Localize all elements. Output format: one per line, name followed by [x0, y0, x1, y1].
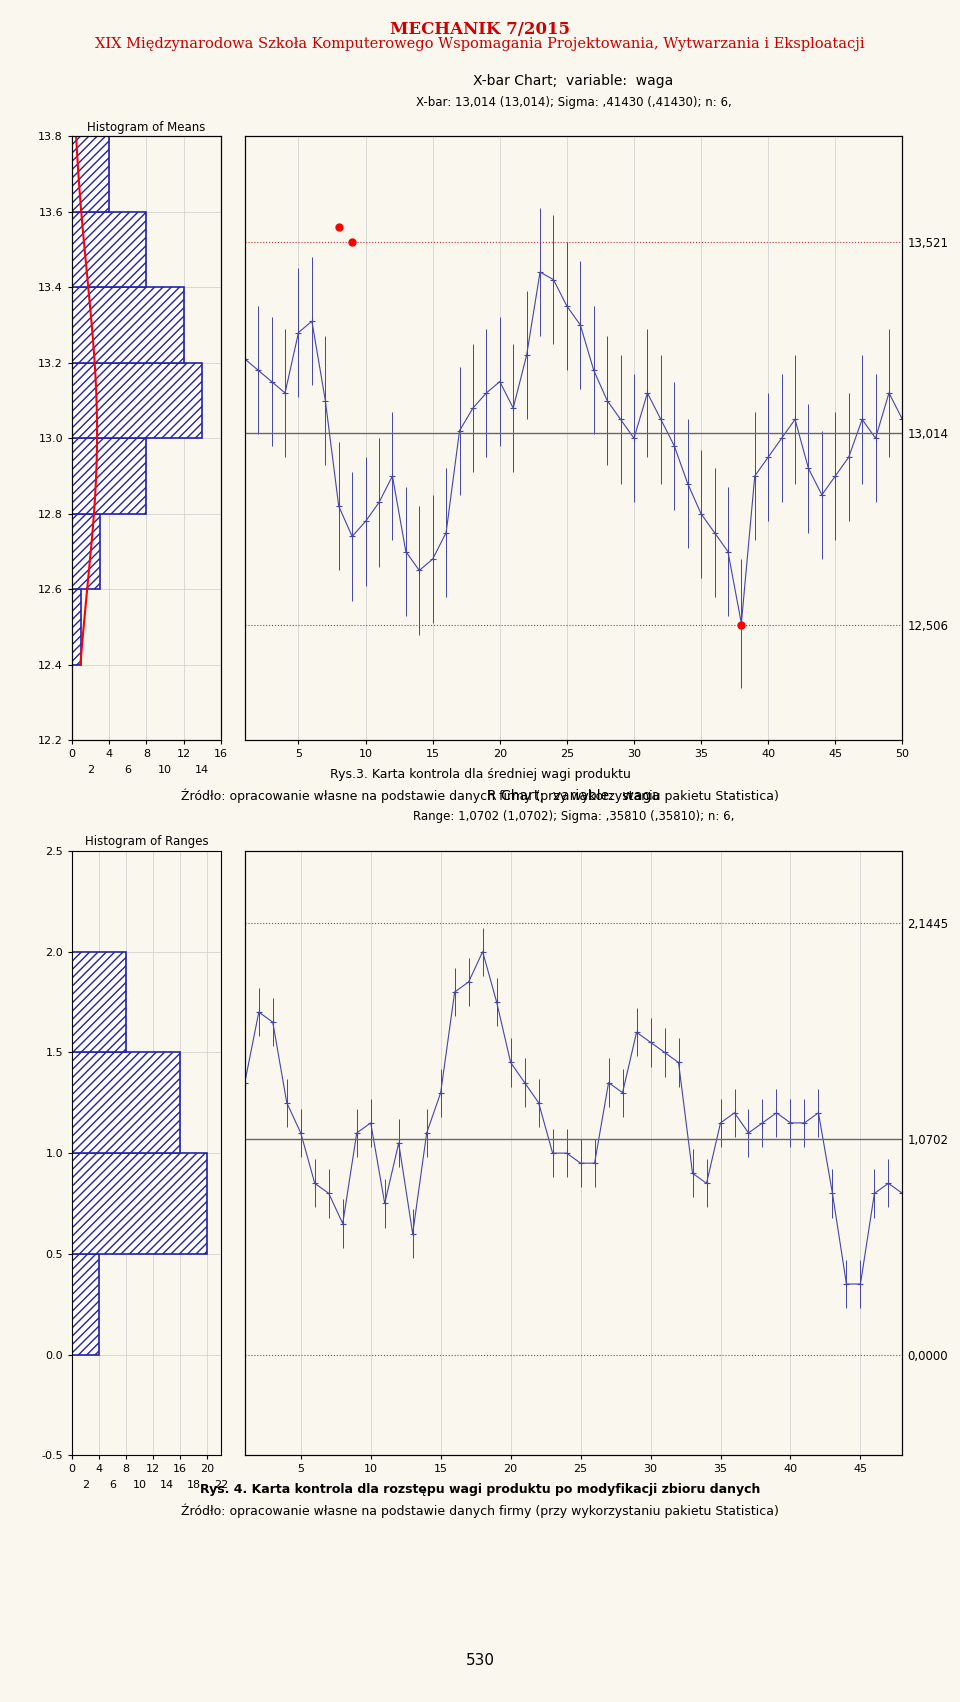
- Bar: [72, 1052, 180, 1154]
- Bar: [72, 288, 183, 363]
- Bar: [72, 439, 146, 514]
- Bar: [72, 1154, 207, 1254]
- Title: Histogram of Ranges: Histogram of Ranges: [84, 836, 208, 848]
- Bar: [72, 211, 146, 288]
- Text: Rys. 4. Karta kontrola dla rozstępu wagi produktu po modyfikacji zbioru danych: Rys. 4. Karta kontrola dla rozstępu wagi…: [200, 1482, 760, 1496]
- Bar: [72, 136, 109, 211]
- Text: 10: 10: [132, 1481, 147, 1491]
- Text: 2: 2: [82, 1481, 89, 1491]
- Text: X-bar: 13,014 (13,014); Sigma: ,41430 (,41430); n: 6,: X-bar: 13,014 (13,014); Sigma: ,41430 (,…: [416, 95, 732, 109]
- Text: MECHANIK 7/2015: MECHANIK 7/2015: [390, 20, 570, 37]
- Text: 530: 530: [466, 1653, 494, 1668]
- Title: Histogram of Means: Histogram of Means: [87, 121, 205, 133]
- Text: X-bar Chart;  variable:  waga: X-bar Chart; variable: waga: [473, 75, 674, 89]
- Text: 14: 14: [195, 766, 209, 776]
- Text: 22: 22: [214, 1481, 228, 1491]
- Text: XIX Międzynarodowa Szkoła Komputerowego Wspomagania Projektowania, Wytwarzania i: XIX Międzynarodowa Szkoła Komputerowego …: [95, 36, 865, 51]
- Bar: [72, 951, 126, 1052]
- Text: Źródło: opracowanie własne na podstawie danych firmy (przy wykorzystaniu pakietu: Źródło: opracowanie własne na podstawie …: [181, 788, 779, 803]
- Text: 2: 2: [87, 766, 94, 776]
- Bar: [72, 1254, 99, 1355]
- Bar: [72, 589, 82, 665]
- Text: 18: 18: [186, 1481, 201, 1491]
- Text: Range: 1,0702 (1,0702); Sigma: ,35810 (,35810); n: 6,: Range: 1,0702 (1,0702); Sigma: ,35810 (,…: [413, 810, 734, 824]
- Text: 10: 10: [158, 766, 172, 776]
- Text: Źródło: opracowanie własne na podstawie danych firmy (przy wykorzystaniu pakietu: Źródło: opracowanie własne na podstawie …: [181, 1503, 779, 1518]
- Bar: [72, 363, 203, 439]
- Text: Rys.3. Karta kontrola dla średniej wagi produktu: Rys.3. Karta kontrola dla średniej wagi …: [329, 768, 631, 781]
- Text: 6: 6: [124, 766, 132, 776]
- Text: 14: 14: [159, 1481, 174, 1491]
- Text: 6: 6: [109, 1481, 116, 1491]
- Bar: [72, 514, 100, 589]
- Text: R Chart;  variable:  waga: R Chart; variable: waga: [487, 790, 660, 803]
